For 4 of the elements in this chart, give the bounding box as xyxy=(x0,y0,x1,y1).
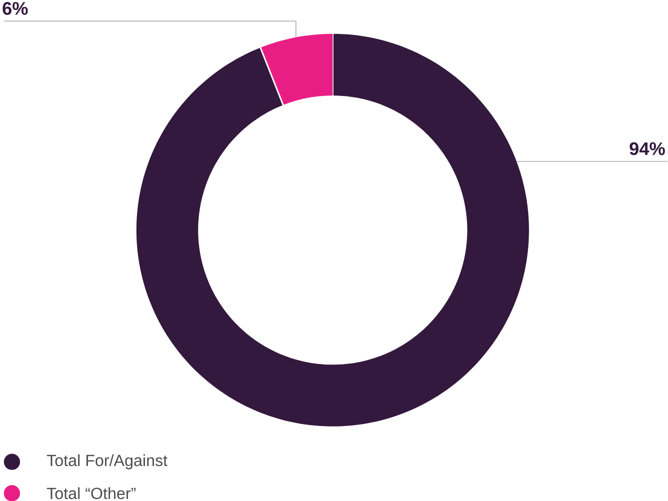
data-label: 6% xyxy=(2,2,28,15)
data-label: 94% xyxy=(630,142,665,155)
legend-label: Total For/Against xyxy=(46,454,168,470)
legend-label: Total “Other” xyxy=(46,487,136,499)
